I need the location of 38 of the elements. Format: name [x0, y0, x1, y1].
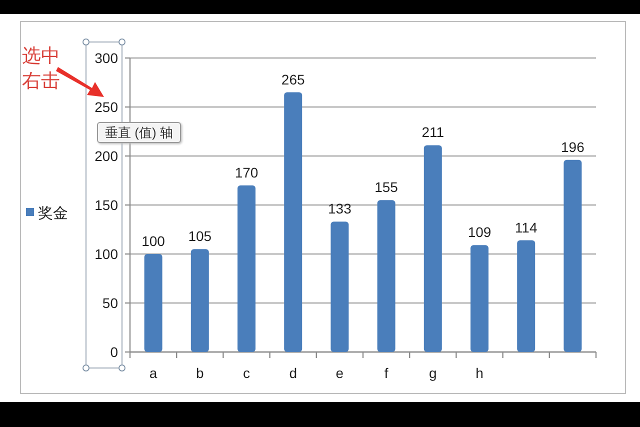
bar	[564, 160, 582, 352]
bar	[424, 145, 442, 352]
x-tick-label: e	[336, 365, 344, 381]
data-label: 105	[188, 228, 212, 244]
y-tick-label: 100	[94, 246, 118, 262]
y-tick-label: 250	[94, 99, 118, 115]
bar	[517, 240, 536, 352]
x-tick-label: c	[243, 365, 250, 381]
y-tick-label: 50	[102, 295, 118, 311]
y-tick-label: 0	[110, 344, 118, 360]
bar	[238, 185, 256, 352]
data-label: 211	[422, 124, 444, 140]
legend-label: 奖金	[38, 205, 68, 222]
data-label: 109	[468, 224, 492, 240]
y-tick-label: 300	[94, 50, 118, 66]
bar	[470, 245, 488, 352]
x-tick-label: f	[384, 365, 388, 381]
x-tick-label: b	[196, 365, 204, 381]
x-tick-label: d	[289, 365, 297, 381]
x-tick-label: a	[149, 365, 158, 381]
x-tick-label: h	[476, 365, 484, 381]
data-label: 155	[374, 179, 398, 196]
data-label: 170	[234, 164, 258, 180]
y-tick-label: 150	[94, 197, 118, 213]
data-label: 100	[142, 233, 166, 249]
data-label: 265	[281, 71, 305, 88]
data-label: 114	[514, 219, 538, 236]
y-tick-label: 200	[94, 148, 118, 164]
bar	[190, 249, 209, 352]
bar	[284, 92, 302, 352]
bar	[330, 222, 349, 352]
bar	[144, 254, 162, 352]
bar	[377, 200, 396, 352]
annotation: 垂直 (值) 轴	[97, 122, 181, 143]
data-label: 196	[561, 138, 585, 155]
x-tick-label: g	[429, 365, 437, 381]
data-label: 133	[328, 200, 352, 217]
text: 选中右击	[22, 44, 61, 94]
